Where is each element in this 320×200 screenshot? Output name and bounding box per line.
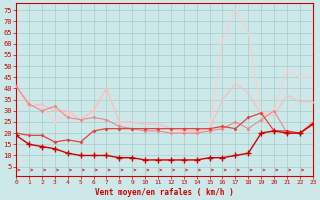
X-axis label: Vent moyen/en rafales ( km/h ): Vent moyen/en rafales ( km/h ) <box>95 188 234 197</box>
